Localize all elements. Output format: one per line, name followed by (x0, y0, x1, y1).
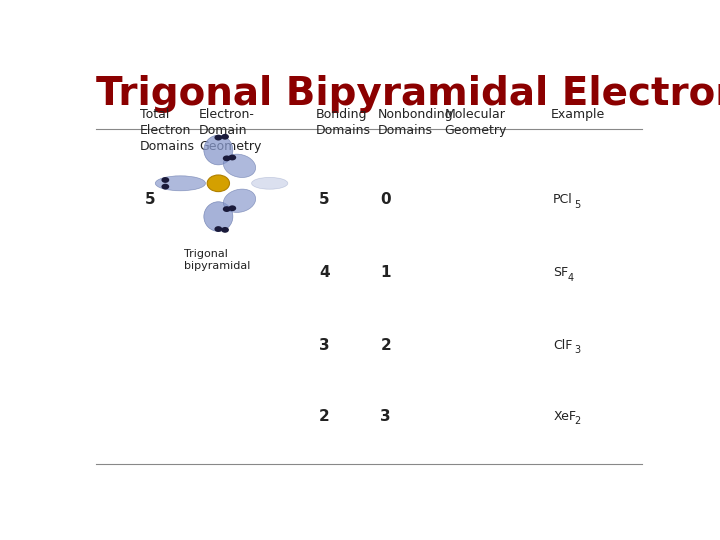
Text: 1: 1 (380, 265, 391, 280)
Text: 4: 4 (567, 273, 574, 282)
Text: Bonding
Domains: Bonding Domains (316, 109, 371, 138)
Text: Nonbonding
Domains: Nonbonding Domains (377, 109, 453, 138)
Text: Molecular
Geometry: Molecular Geometry (444, 109, 507, 138)
Text: 5: 5 (574, 200, 580, 210)
Text: 4: 4 (319, 265, 330, 280)
Circle shape (161, 184, 169, 190)
Text: 3: 3 (319, 338, 330, 353)
Circle shape (207, 175, 230, 192)
Ellipse shape (156, 176, 205, 191)
Text: 3: 3 (574, 346, 580, 355)
Circle shape (222, 156, 230, 161)
Text: 3: 3 (380, 409, 391, 424)
Text: 2: 2 (319, 409, 330, 424)
Text: XeF: XeF (553, 410, 576, 423)
Ellipse shape (223, 154, 256, 178)
Ellipse shape (204, 135, 233, 165)
Text: SF: SF (553, 266, 568, 279)
Text: PCl: PCl (553, 193, 573, 206)
Ellipse shape (204, 202, 233, 231)
Text: 2: 2 (380, 338, 391, 353)
Text: 2: 2 (574, 416, 580, 426)
Circle shape (221, 134, 229, 140)
Circle shape (228, 205, 236, 211)
Circle shape (222, 206, 230, 212)
Text: ClF: ClF (553, 339, 572, 352)
Circle shape (215, 226, 222, 232)
Circle shape (221, 227, 229, 233)
Circle shape (215, 134, 222, 140)
Text: Trigonal
bipyramidal: Trigonal bipyramidal (184, 248, 250, 271)
Ellipse shape (223, 189, 256, 212)
Circle shape (161, 177, 169, 183)
Text: 0: 0 (380, 192, 391, 207)
Circle shape (228, 154, 236, 160)
Text: Example: Example (550, 109, 605, 122)
Text: Electron-
Domain
Geometry: Electron- Domain Geometry (199, 109, 261, 153)
Text: 5: 5 (319, 192, 330, 207)
Text: Trigonal Bipyramidal Electron- Domain: Trigonal Bipyramidal Electron- Domain (96, 75, 720, 113)
Text: Total
Electron
Domains: Total Electron Domains (140, 109, 195, 153)
Ellipse shape (251, 177, 288, 189)
Text: 5: 5 (145, 192, 156, 207)
